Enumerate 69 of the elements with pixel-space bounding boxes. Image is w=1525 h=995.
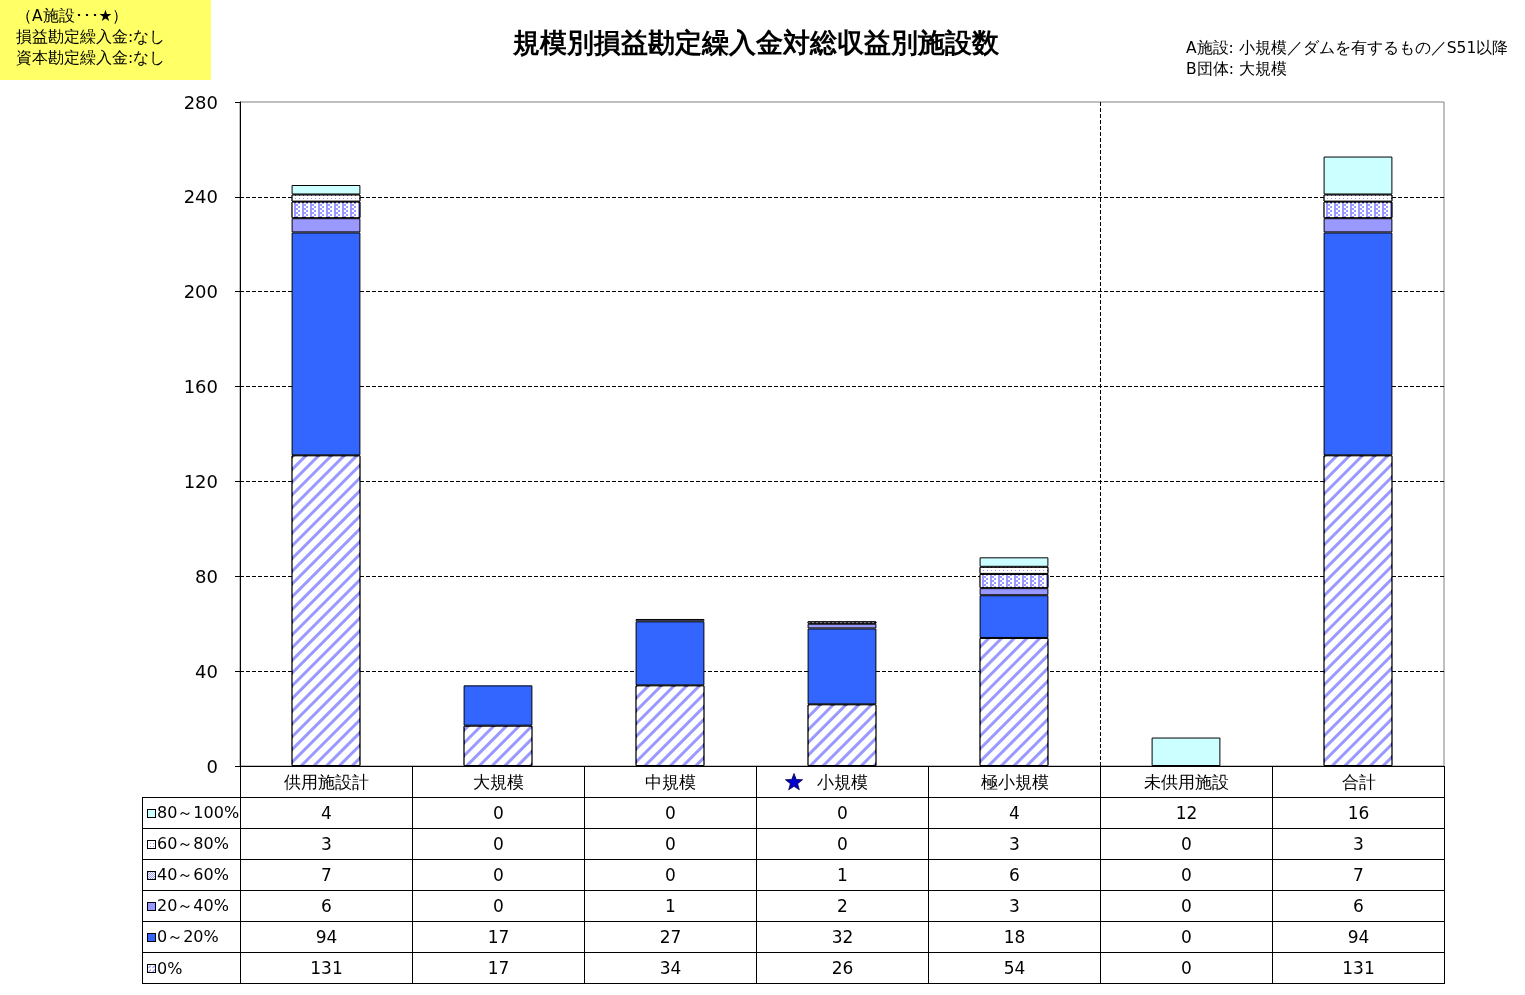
text: 損益勘定繰入金:なし [16,27,167,48]
data-label: 3 [240,828,413,860]
data-label: 0 [1100,952,1273,984]
text: A施設: 小規模／ダムを有するもの／S51以降 [1186,38,1509,59]
data-label: 0 [412,890,585,922]
x-tick-label: 未供用施設 [1144,770,1229,794]
data-label: 0 [584,859,757,891]
data-label: 0 [584,797,757,829]
legend-label: 20～40% [157,895,229,917]
data-label: 16 [1272,797,1445,829]
data-label: 0 [1100,828,1273,860]
data-label: 26 [756,952,929,984]
text: （A施設･･･★） [16,6,130,27]
data-label: 6 [928,859,1101,891]
data-label: 4 [928,797,1101,829]
x-tick-label: 大規模 [473,770,524,794]
x-tick-label: 中規模 [645,770,696,794]
data-label: 34 [584,952,757,984]
y-tick-label: 200 [183,281,218,303]
x-tick-label: 小規模 [817,770,868,794]
data-label: 0 [412,828,585,860]
legend-label: 0～20% [157,926,219,948]
data-label: 32 [756,921,929,953]
x-tick-label: 合計 [1341,770,1376,794]
data-label: 18 [928,921,1101,953]
data-label: 17 [412,952,585,984]
legend-label: 80～100% [157,802,240,824]
x-tick-label: 供用施設計 [284,770,369,794]
data-label: 1 [584,890,757,922]
x-tick-label: 極小規模 [980,770,1049,794]
data-label: 12 [1100,797,1273,829]
data-label: 54 [928,952,1101,984]
text: 資本勘定繰入金:なし [16,48,167,69]
data-label: 1 [756,859,929,891]
data-label: 0 [756,797,929,829]
data-label: 94 [240,921,413,953]
data-label: 131 [240,952,413,984]
data-label: 2 [756,890,929,922]
data-label: 3 [928,890,1101,922]
data-label: 3 [928,828,1101,860]
legend-label: 0% [157,958,183,978]
data-label: 4 [240,797,413,829]
data-label: 131 [1272,952,1445,984]
legend-label: 60～80% [157,833,229,855]
y-tick-label: 40 [195,660,218,682]
data-label: 0 [756,828,929,860]
data-label: 0 [1100,921,1273,953]
chart-title: 規模別損益勘定繰入金対総収益別施設数 [512,27,1000,58]
data-label: 0 [584,828,757,860]
data-label: 7 [1272,859,1445,891]
data-label: 6 [240,890,413,922]
data-label: 0 [412,797,585,829]
data-label: 94 [1272,921,1445,953]
y-tick-label: 120 [183,470,218,492]
legend-label: 40～60% [157,864,229,886]
y-tick-label: 0 [206,755,218,777]
data-label: 0 [1100,890,1273,922]
y-tick-label: 160 [183,376,218,398]
text: B団体: 大規模 [1186,59,1288,80]
data-label: 7 [240,859,413,891]
y-tick-label: 280 [183,91,218,113]
data-label: 0 [1100,859,1273,891]
data-label: 6 [1272,890,1445,922]
y-tick-label: 240 [183,186,218,208]
y-tick-label: 80 [195,565,218,587]
data-label: 0 [412,859,585,891]
data-label: 17 [412,921,585,953]
data-label: 27 [584,921,757,953]
data-label: 3 [1272,828,1445,860]
